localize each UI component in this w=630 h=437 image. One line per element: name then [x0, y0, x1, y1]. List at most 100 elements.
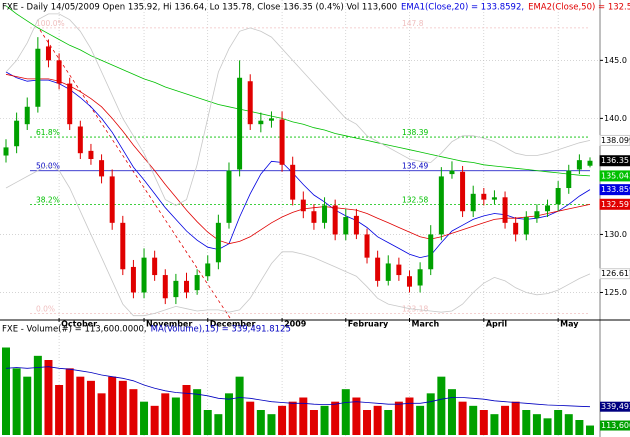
- price-marker-label: 135.043: [601, 171, 630, 180]
- candle-body: [364, 234, 370, 258]
- volume-bar: [224, 393, 233, 435]
- candle-body: [534, 211, 540, 219]
- fib-name: 0.0%: [36, 305, 55, 314]
- volume-bar: [203, 410, 212, 435]
- volume-bar: [384, 410, 393, 435]
- volume-bar: [341, 389, 350, 435]
- fib-name: 50.0%: [36, 162, 60, 171]
- x-tick-label: May: [560, 320, 579, 329]
- candle-body: [311, 211, 317, 223]
- candle-body: [120, 222, 126, 270]
- volume-bar: [522, 410, 531, 435]
- candle-body: [35, 48, 41, 107]
- volume-bar: [554, 410, 563, 435]
- legend-entry: EMA2(Close,50) = 132.5972,: [528, 3, 630, 13]
- volume-ma-line: [5, 366, 591, 408]
- candle-body: [215, 222, 221, 263]
- candle-body: [481, 193, 487, 200]
- candle-body: [109, 176, 115, 223]
- candle-body: [14, 120, 20, 147]
- candle-body: [385, 263, 391, 281]
- chart-title: FXE - Daily 14/05/2009 Open 135.92, Hi 1…: [2, 3, 397, 13]
- volume-bar: [23, 376, 32, 435]
- volume-bar: [193, 389, 202, 435]
- volume-bar: [214, 414, 223, 435]
- candle-body: [438, 176, 444, 235]
- legend-entry: EMA1(Close,20) = 133.8592,: [401, 3, 524, 13]
- volume-bar: [586, 425, 594, 435]
- volume-bar: [182, 385, 191, 435]
- candle-body: [226, 170, 232, 223]
- volume-bar: [12, 368, 21, 435]
- volume-bar: [331, 401, 340, 435]
- price-marker-label: 136.35: [601, 156, 629, 165]
- candle-body: [449, 170, 455, 175]
- price-marker: [599, 134, 630, 146]
- volume-bar: [437, 376, 446, 435]
- candle-body: [523, 217, 529, 235]
- candle-body: [194, 275, 200, 291]
- x-tick-label: December: [210, 320, 256, 329]
- volume-bar: [532, 414, 541, 435]
- volume-bar: [575, 420, 584, 435]
- fib-name: 100.0%: [36, 19, 65, 28]
- candle-body: [555, 188, 561, 205]
- volume-bar: [469, 405, 478, 435]
- candle-body: [460, 171, 466, 212]
- indicator-line: [5, 71, 591, 259]
- candle-body: [470, 193, 476, 212]
- price-marker-label: 138.099: [601, 136, 630, 145]
- volume-bar: [458, 401, 467, 435]
- volume-bar: [150, 405, 159, 435]
- candle-body: [130, 266, 136, 293]
- volume-bar: [511, 401, 520, 435]
- fib-value: 132.58: [402, 195, 428, 204]
- volume-bar: [140, 401, 149, 435]
- candle-body: [502, 197, 508, 223]
- volume-bar: [246, 401, 255, 435]
- volume-bar: [129, 389, 138, 435]
- candle-body: [406, 276, 412, 287]
- price-marker: [599, 155, 630, 167]
- x-tick-label: October: [61, 320, 97, 329]
- y-tick-label: 145.0: [604, 56, 627, 65]
- candle-body: [184, 280, 190, 293]
- x-tick-label: November: [146, 320, 192, 329]
- fib-value: 135.49: [402, 162, 428, 171]
- y-tick-label: 140.0: [604, 114, 627, 123]
- volume-bar: [479, 410, 488, 435]
- candle-body: [428, 234, 434, 270]
- price-marker: [599, 268, 630, 280]
- price-marker-label: 133.859: [601, 185, 630, 194]
- candle-body: [88, 150, 94, 159]
- volume-bar: [363, 410, 372, 435]
- candle-body: [77, 126, 83, 154]
- volume-bar: [171, 397, 180, 435]
- candle-body: [566, 170, 572, 189]
- fib-value: 138.39: [402, 128, 428, 137]
- volume-bar: [118, 380, 127, 435]
- volume-bar: [278, 405, 287, 435]
- indicator-line: [5, 5, 591, 177]
- lower-band: [5, 164, 591, 317]
- fib-value: 147.8: [402, 19, 424, 28]
- indicator-line: [5, 73, 591, 245]
- volume-bar: [447, 389, 456, 435]
- volume-bar: [267, 414, 276, 435]
- candle-body: [152, 257, 158, 276]
- volume-bar: [2, 347, 10, 435]
- volume-bar: [543, 418, 552, 435]
- candle-body: [45, 46, 51, 61]
- volume-bar: [76, 376, 85, 435]
- y-tick-label: 125.0: [604, 288, 627, 297]
- volume-marker-label: 113,600: [601, 421, 630, 430]
- candle-body: [141, 257, 147, 293]
- candle-body: [332, 205, 338, 235]
- volume-marker: [600, 401, 630, 412]
- price-marker-label: 132.597: [601, 200, 630, 209]
- candle-body: [343, 217, 349, 235]
- volume-bar: [97, 393, 106, 435]
- volume-bar: [405, 397, 414, 435]
- volume-marker: [600, 420, 630, 431]
